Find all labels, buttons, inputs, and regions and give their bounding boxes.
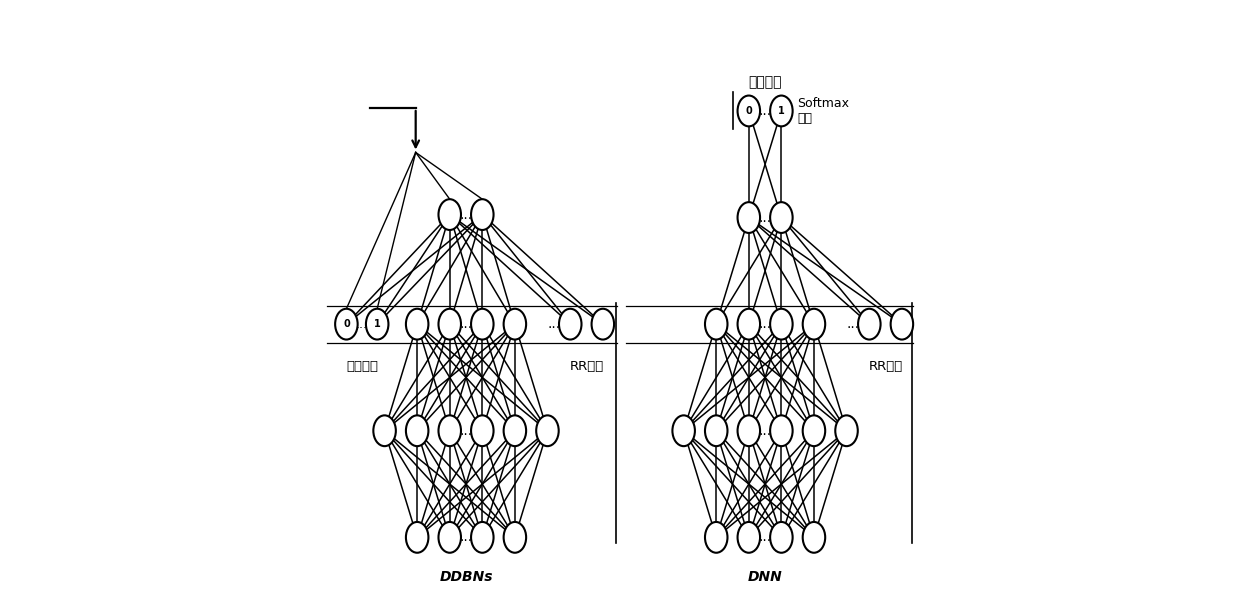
Ellipse shape	[439, 309, 461, 340]
Ellipse shape	[738, 522, 760, 553]
Ellipse shape	[503, 309, 526, 340]
Ellipse shape	[439, 522, 461, 553]
Text: ...: ...	[460, 424, 472, 438]
Ellipse shape	[591, 309, 614, 340]
Text: ...: ...	[547, 317, 560, 331]
Text: 1: 1	[777, 106, 785, 116]
Ellipse shape	[536, 415, 559, 446]
Ellipse shape	[471, 522, 494, 553]
Ellipse shape	[770, 415, 792, 446]
Text: Softmax
单元: Softmax 单元	[797, 97, 849, 125]
Ellipse shape	[366, 309, 388, 340]
Text: 1: 1	[373, 319, 381, 329]
Ellipse shape	[858, 309, 880, 340]
Ellipse shape	[405, 309, 428, 340]
Text: 0: 0	[745, 106, 753, 116]
Text: ...: ...	[759, 211, 771, 224]
Text: ...: ...	[759, 530, 771, 544]
Ellipse shape	[405, 522, 428, 553]
Text: ...: ...	[460, 530, 472, 544]
Ellipse shape	[471, 415, 494, 446]
Ellipse shape	[439, 415, 461, 446]
Text: ...: ...	[460, 317, 472, 331]
Text: ...: ...	[759, 317, 771, 331]
Ellipse shape	[802, 415, 825, 446]
Ellipse shape	[890, 309, 913, 340]
Ellipse shape	[471, 309, 494, 340]
Text: 0: 0	[343, 319, 350, 329]
Ellipse shape	[373, 415, 396, 446]
Ellipse shape	[738, 202, 760, 233]
Text: DDBNs: DDBNs	[439, 570, 492, 584]
Text: ...: ...	[356, 318, 368, 331]
Text: 类别标签: 类别标签	[346, 361, 378, 374]
Text: DNN: DNN	[748, 570, 782, 584]
Ellipse shape	[836, 415, 858, 446]
Ellipse shape	[770, 309, 792, 340]
Text: 类别标签: 类别标签	[749, 76, 782, 89]
Ellipse shape	[770, 522, 792, 553]
Ellipse shape	[738, 415, 760, 446]
Ellipse shape	[672, 415, 694, 446]
Ellipse shape	[738, 309, 760, 340]
Ellipse shape	[471, 199, 494, 230]
Ellipse shape	[335, 309, 357, 340]
Ellipse shape	[706, 309, 728, 340]
Ellipse shape	[706, 522, 728, 553]
Ellipse shape	[559, 309, 582, 340]
Ellipse shape	[503, 415, 526, 446]
Ellipse shape	[770, 202, 792, 233]
Ellipse shape	[439, 199, 461, 230]
Ellipse shape	[802, 309, 825, 340]
Ellipse shape	[802, 522, 825, 553]
Ellipse shape	[503, 522, 526, 553]
Text: RR间期: RR间期	[868, 361, 903, 374]
Ellipse shape	[405, 415, 428, 446]
Ellipse shape	[738, 96, 760, 126]
Text: ...: ...	[847, 317, 859, 331]
Text: ...: ...	[460, 208, 472, 221]
Ellipse shape	[770, 96, 792, 126]
Ellipse shape	[706, 415, 728, 446]
Text: ...: ...	[759, 424, 771, 438]
Text: RR间期: RR间期	[569, 361, 604, 374]
Text: ...: ...	[759, 104, 771, 118]
